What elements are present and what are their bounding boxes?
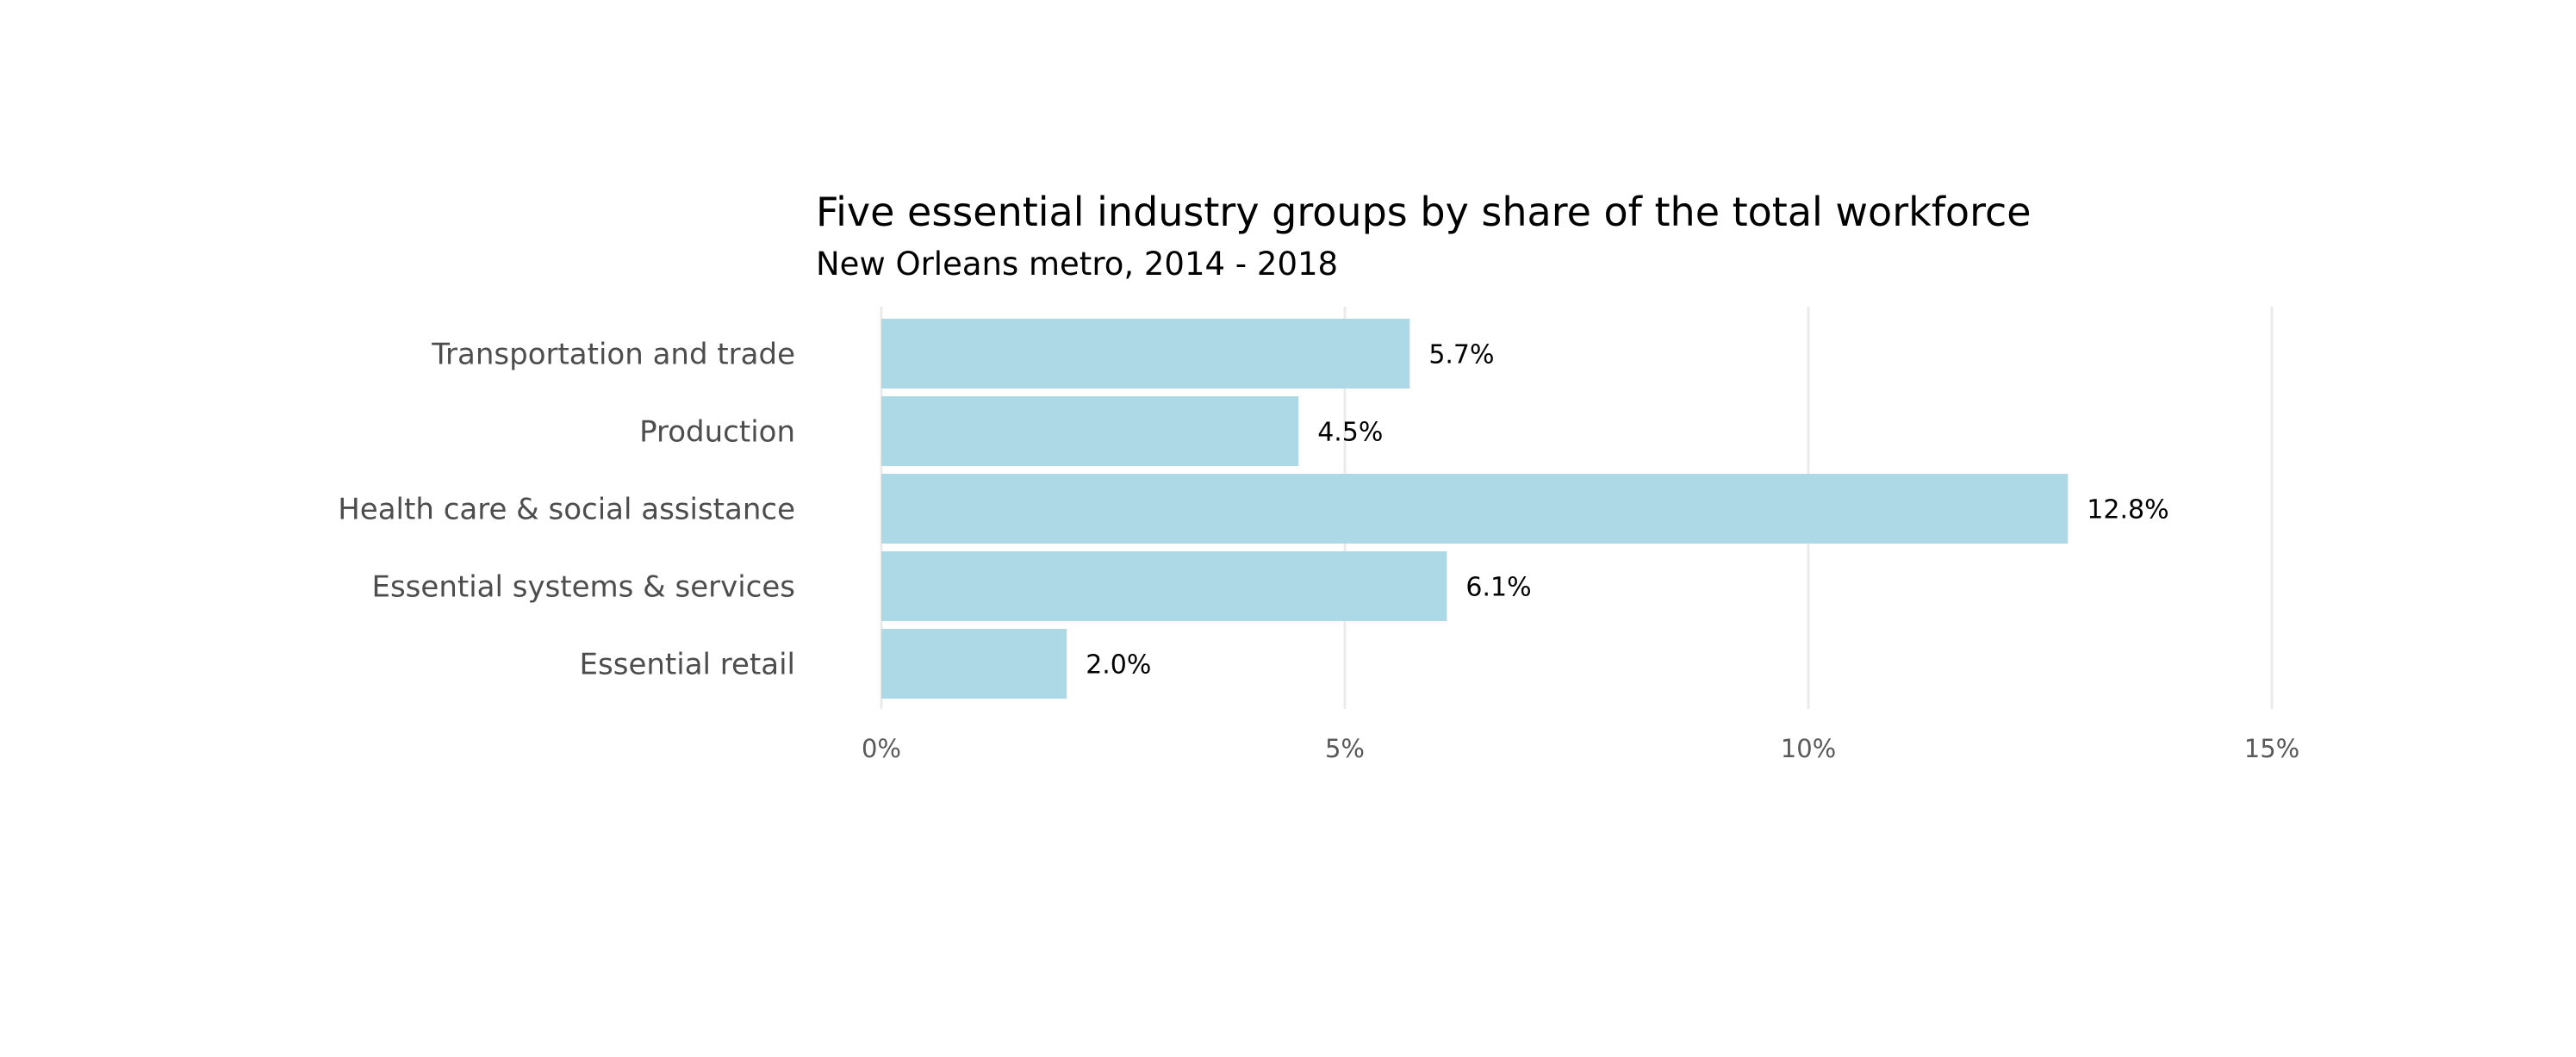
value-label: 5.7% [1428, 340, 1494, 370]
value-label: 6.1% [1465, 573, 1531, 603]
category-axis: Transportation and trade Production Health… [338, 338, 795, 682]
x-tick-label: 5% [1325, 734, 1365, 763]
bar [881, 551, 1447, 621]
category-label: Essential systems & services [371, 570, 795, 605]
bar [881, 629, 1067, 699]
category-label: Transportation and trade [431, 338, 795, 372]
bar [881, 396, 1299, 466]
bars [881, 319, 2069, 699]
value-label: 12.8% [2087, 495, 2168, 525]
x-tick-label: 15% [2244, 734, 2299, 763]
bar [881, 319, 1410, 389]
value-label: 2.0% [1086, 650, 1151, 681]
chart-title: Five essential industry groups by share … [816, 189, 2032, 235]
chart-subtitle: New Orleans metro, 2014 - 2018 [816, 246, 1338, 283]
category-label: Health care & social assistance [338, 493, 795, 527]
category-label: Essential retail [580, 648, 795, 682]
x-tick-label: 10% [1781, 734, 1836, 763]
value-label: 4.5% [1317, 418, 1383, 448]
bar [881, 474, 2069, 544]
category-label: Production [639, 415, 795, 450]
x-axis-ticks: 0% 5% 10% 15% [862, 734, 2299, 763]
value-labels: 5.7% 4.5% 12.8% 6.1% 2.0% [1086, 340, 2168, 681]
x-tick-label: 0% [862, 734, 901, 763]
